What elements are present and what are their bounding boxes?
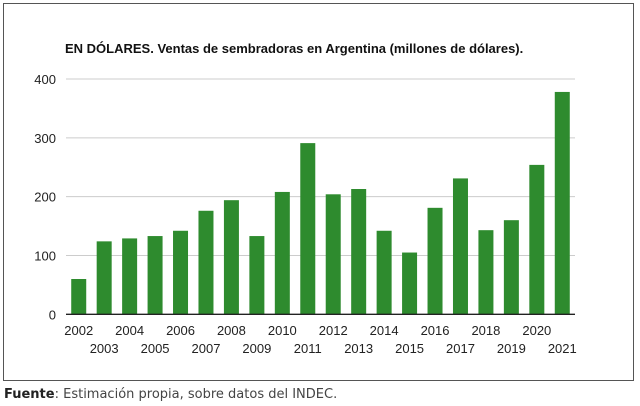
bar-2015 xyxy=(402,252,418,315)
bar-2008 xyxy=(223,200,239,315)
y-tick-label: 0 xyxy=(49,307,56,322)
bar-2004 xyxy=(122,238,138,315)
bar-2014 xyxy=(376,230,392,315)
x-tick-label: 2017 xyxy=(446,341,475,356)
chart-title: EN DÓLARES. Ventas de sembradoras en Arg… xyxy=(65,41,523,56)
x-tick-label: 2016 xyxy=(421,323,450,338)
x-tick-label: 2003 xyxy=(90,341,119,356)
bar-2018 xyxy=(478,230,494,315)
x-tick-label: 2007 xyxy=(192,341,221,356)
x-tick-label: 2009 xyxy=(242,341,271,356)
x-tick-label: 2020 xyxy=(522,323,551,338)
bar-2013 xyxy=(351,189,367,315)
x-tick-label: 2004 xyxy=(115,323,144,338)
bar-2010 xyxy=(274,191,290,315)
y-tick-label: 400 xyxy=(34,72,56,87)
x-tick-label: 2013 xyxy=(344,341,373,356)
y-tick-label: 300 xyxy=(34,131,56,146)
bar-2009 xyxy=(249,236,265,315)
x-tick-label: 2002 xyxy=(64,323,93,338)
bar-chart: EN DÓLARES. Ventas de sembradoras en Arg… xyxy=(34,41,577,356)
y-tick-label: 100 xyxy=(34,248,56,263)
bar-2005 xyxy=(147,236,163,315)
source-text: : Estimación propia, sobre datos del IND… xyxy=(54,387,338,402)
x-tick-label: 2014 xyxy=(370,323,399,338)
x-tick-label: 2018 xyxy=(471,323,500,338)
x-tick-label: 2005 xyxy=(141,341,170,356)
bar-2016 xyxy=(427,207,443,315)
x-tick-label: 2011 xyxy=(294,341,322,356)
x-tick-label: 2012 xyxy=(319,323,348,338)
x-tick-label: 2021 xyxy=(548,341,577,356)
bar-2006 xyxy=(173,230,189,315)
y-tick-label: 200 xyxy=(34,190,56,205)
x-tick-label: 2010 xyxy=(268,323,297,338)
x-tick-label: 2015 xyxy=(395,341,424,356)
source-label: Fuente xyxy=(4,387,55,402)
bar-2011 xyxy=(300,143,316,315)
x-tick-label: 2019 xyxy=(497,341,526,356)
bar-2003 xyxy=(96,241,112,315)
x-tick-label: 2006 xyxy=(166,323,195,338)
bar-2020 xyxy=(529,164,545,315)
bar-2007 xyxy=(198,210,214,315)
source-note: Fuente: Estimación propia, sobre datos d… xyxy=(4,387,337,402)
bar-2021 xyxy=(554,91,570,315)
bar-2019 xyxy=(503,220,519,315)
bar-2012 xyxy=(325,194,341,315)
chart-frame xyxy=(3,3,634,381)
bar-2017 xyxy=(452,178,468,315)
x-tick-label: 2008 xyxy=(217,323,246,338)
bar-2002 xyxy=(71,279,87,315)
